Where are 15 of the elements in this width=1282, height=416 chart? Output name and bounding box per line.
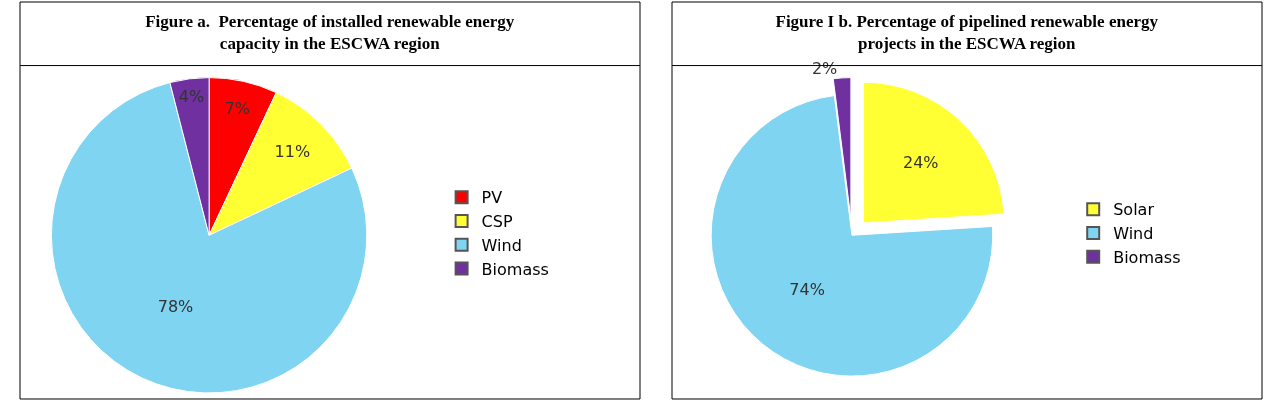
data-label: 7%: [224, 99, 251, 119]
data-label: 11%: [274, 142, 311, 162]
data-label: 78%: [157, 297, 194, 317]
data-label: 4%: [178, 86, 205, 106]
chart-title: Figure I b. Percentage of pipelined renewable energy projects in the ESCWA region: [775, 12, 1159, 54]
data-label: 24%: [902, 152, 939, 172]
legend-label: Wind: [481, 236, 522, 256]
data-label: 74%: [789, 280, 825, 300]
legend-label: Biomass: [481, 259, 549, 279]
legend-label: Biomass: [1113, 248, 1181, 268]
legend-label: Solar: [1113, 200, 1155, 220]
legend-label: CSP: [481, 212, 513, 232]
legend-label: Wind: [1113, 224, 1154, 244]
legend-label: PV: [481, 188, 503, 208]
chart-title: Figure a. Percentage of installed renewable energy capacity in the ESCWA region: [145, 12, 515, 54]
